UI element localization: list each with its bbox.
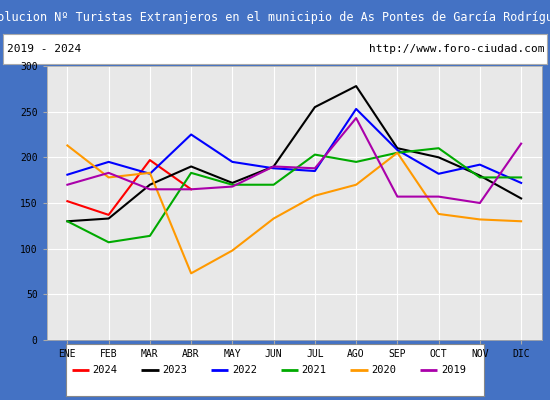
Text: 2019 - 2024: 2019 - 2024 [7,44,81,54]
Text: 2022: 2022 [232,365,257,375]
Text: 2019: 2019 [441,365,466,375]
Text: 2023: 2023 [162,365,187,375]
Text: 2021: 2021 [301,365,327,375]
Text: Evolucion Nº Turistas Extranjeros en el municipio de As Pontes de García Rodrígu: Evolucion Nº Turistas Extranjeros en el … [0,10,550,24]
Text: 2024: 2024 [92,365,118,375]
Text: http://www.foro-ciudad.com: http://www.foro-ciudad.com [369,44,544,54]
Text: 2020: 2020 [371,365,396,375]
